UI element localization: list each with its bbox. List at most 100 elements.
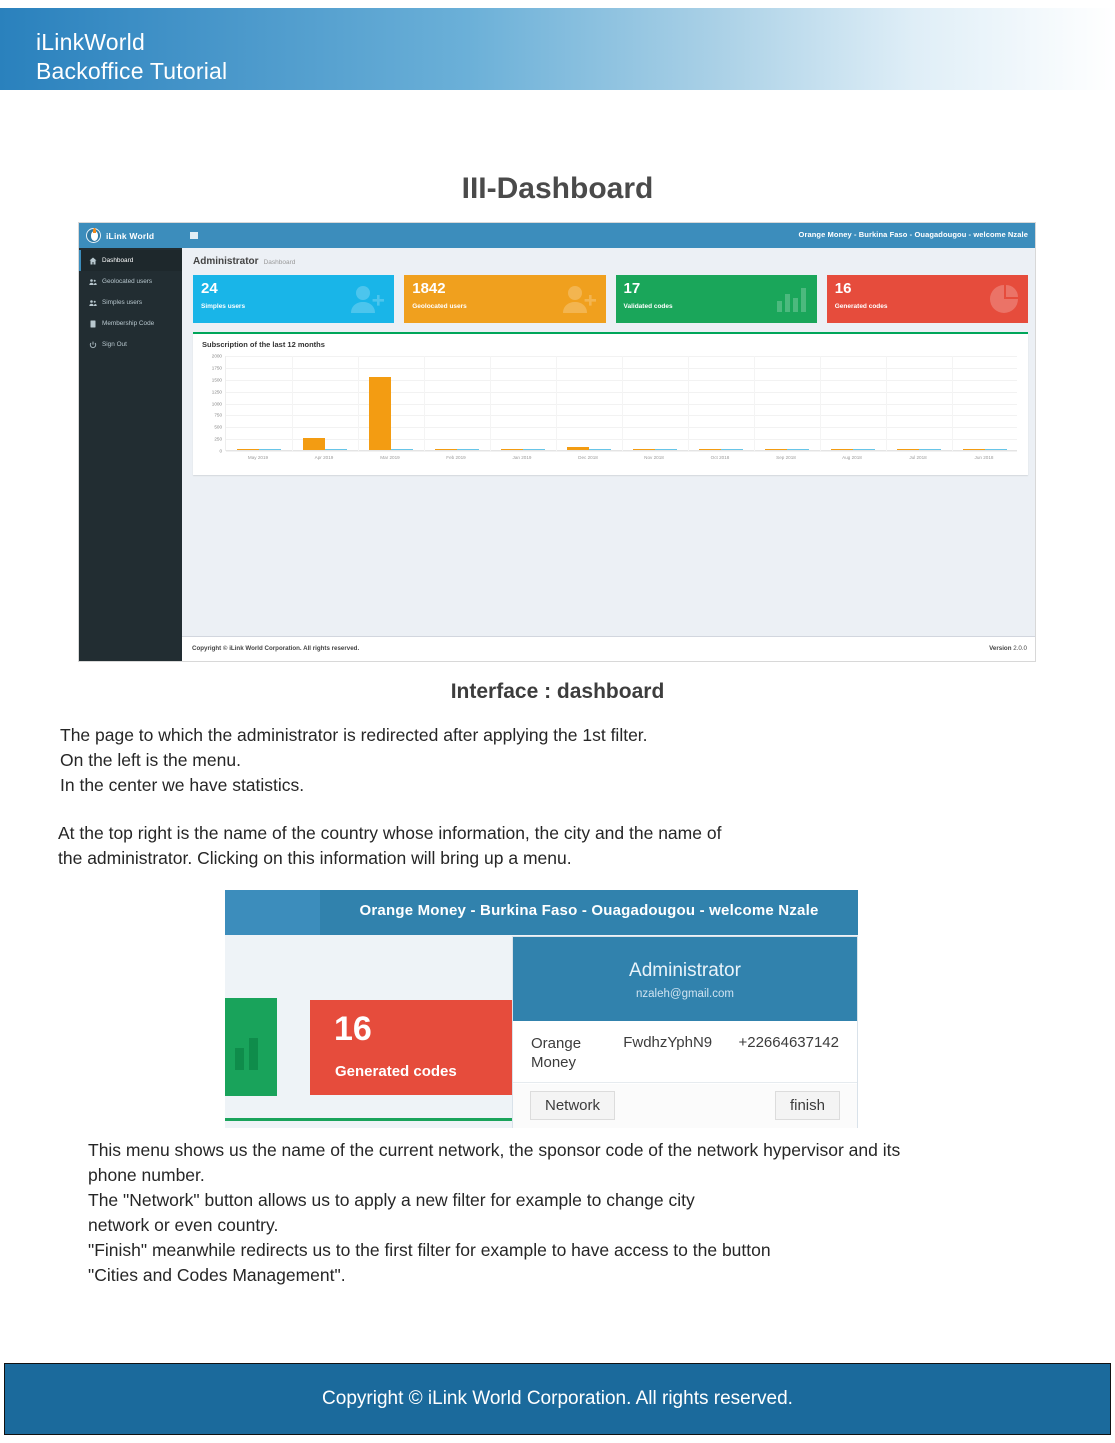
chart-bar [259, 449, 282, 451]
sidebar-item-membership-code[interactable]: Membership Code [79, 313, 182, 334]
chart-bar [962, 449, 985, 451]
stat-label: Validated codes [623, 303, 673, 310]
page-footer-text: Copyright © iLink World Corporation. All… [322, 1388, 793, 1409]
footer-copyright: Copyright © iLink World Corporation. All… [192, 645, 359, 652]
chart-vgridline [358, 356, 359, 451]
network-button[interactable]: Network [530, 1091, 616, 1120]
breadcrumb-sub: Dashboard [263, 259, 296, 266]
stat-card-validated-codes[interactable]: 17 Validated codes [615, 275, 817, 323]
popup-green-card [225, 998, 277, 1096]
chart-x-tick: Apr 2019 [314, 455, 334, 460]
globe-icon [86, 228, 101, 243]
chart-bar [434, 449, 457, 451]
chart-y-axis: 0 250 500 750 1000 1250 1500 1750 2000 [202, 353, 224, 454]
chart-gridline [226, 356, 1017, 357]
footer-version: Version 2.0.0 [989, 645, 1027, 652]
finish-button[interactable]: finish [774, 1091, 840, 1120]
chart-bar [589, 449, 612, 451]
breadcrumb-title: Administrator [193, 256, 259, 267]
sidebar-item-label: Sign Out [102, 341, 127, 348]
chart-vgridline [688, 356, 689, 451]
chart-x-tick: Feb 2019 [446, 455, 466, 460]
popup-header-user-info[interactable]: Orange Money - Burkina Faso - Ouagadougo… [359, 902, 819, 919]
hamburger-icon[interactable] [190, 232, 198, 239]
page-banner: iLinkWorld Backoffice Tutorial [0, 8, 1115, 90]
chart-y-tick: 1000 [211, 401, 222, 406]
stat-value: 1842 [412, 280, 446, 297]
chart-plot: 0 250 500 750 1000 1250 1500 1750 2000 May 2019 A… [202, 353, 1020, 468]
sidebar-item-simples-users[interactable]: Simples users [79, 292, 182, 313]
chart-bar [325, 449, 348, 451]
chart-bar [500, 449, 523, 451]
footer-copyright-text: Copyright © iLink World Corporation. All… [192, 645, 360, 652]
sidebar-item-label: Geolocated users [102, 278, 153, 285]
sidebar-menu: Dashboard Geolocated users Simples users [79, 250, 182, 355]
users-icon [89, 299, 97, 307]
chart-bar [457, 449, 480, 451]
stat-value: 16 [834, 280, 852, 297]
chart-y-tick: 2000 [211, 353, 222, 359]
chart-vgridline [886, 356, 887, 451]
chart-x-tick: Jun 2018 [974, 455, 994, 460]
chart-bar [985, 449, 1008, 451]
bar-chart-icon [235, 1038, 263, 1070]
chart-bar [896, 449, 919, 451]
user-email: nzaleh@gmail.com [636, 988, 734, 1000]
chart-x-tick: Oct 2018 [710, 455, 730, 460]
stat-card-generated-codes[interactable]: 16 Generated codes [826, 275, 1028, 323]
sidebar-item-geolocated-users[interactable]: Geolocated users [79, 271, 182, 292]
header-user-info[interactable]: Orange Money - Burkina Faso - Ouagadougo… [798, 230, 1028, 239]
card-icon [89, 320, 97, 328]
chart-x-tick: Nov 2018 [644, 455, 664, 460]
chart-bar [368, 376, 391, 451]
power-icon [89, 341, 97, 349]
user-dropdown-actions: Network finish [513, 1084, 857, 1128]
popup-navbar-left [225, 890, 320, 935]
chart-bar [632, 449, 655, 451]
footer-version-value: 2.0.0 [1013, 645, 1027, 652]
brand-logo[interactable]: iLink World [79, 223, 182, 248]
stat-card-simples-users[interactable]: 24 Simples users [193, 275, 395, 323]
user-plus-icon [562, 284, 596, 314]
figure-caption: Interface : dashboard [450, 680, 665, 703]
chart-bar [523, 449, 546, 451]
chart-x-tick: Jul 2018 [909, 455, 927, 460]
chart-y-tick: 500 [214, 424, 222, 430]
stat-value: 16 [334, 1010, 372, 1048]
chart-gridline [226, 403, 1017, 405]
chart-gridline [226, 415, 1017, 417]
chart-title: Subscription of the last 12 months [202, 340, 325, 349]
stat-value: 24 [201, 280, 218, 297]
home-icon [89, 257, 97, 265]
chart-x-tick: Jan 2019 [512, 455, 532, 460]
chart-x-tick: Aug 2018 [842, 455, 862, 460]
chart-vgridline [292, 356, 293, 451]
footer-version-label: Version [989, 645, 1012, 652]
sidebar-item-label: Simples users [102, 299, 143, 306]
sidebar-item-sign-out[interactable]: Sign Out [79, 334, 182, 355]
banner-title: iLinkWorld Backoffice Tutorial [36, 29, 228, 84]
paragraph-two: At the top right is the name of the coun… [58, 823, 722, 868]
chart-bar [721, 449, 744, 451]
chart-vgridline [490, 356, 491, 451]
chart-baseline [226, 450, 1017, 451]
chart-bar [391, 449, 414, 451]
chart-grid [225, 356, 1017, 452]
stat-value: 17 [623, 280, 641, 297]
chart-vgridline [622, 356, 623, 451]
bar-chart-icon [776, 286, 807, 312]
chart-bar [302, 437, 325, 451]
dashboard-content: Administrator Dashboard 24 Simples users… [182, 248, 1035, 638]
chart-y-tick: 1750 [211, 365, 222, 371]
chart-vgridline [556, 356, 557, 451]
top-navbar: Orange Money - Burkina Faso - Ouagadougo… [182, 223, 1035, 248]
sidebar-item-label: Dashboard [102, 257, 134, 264]
stat-card-geolocated-users[interactable]: 1842 Geolocated users [404, 275, 606, 323]
chart-gridline [226, 427, 1017, 429]
sidebar-item-dashboard[interactable]: Dashboard [79, 250, 182, 271]
user-menu-screenshot: Orange Money - Burkina Faso - Ouagadougo… [225, 890, 858, 1128]
user-dropdown-menu: Administrator nzaleh@gmail.com Orange Mo… [512, 936, 858, 1128]
chart-vgridline [820, 356, 821, 451]
stat-label: Geolocated users [412, 303, 467, 310]
user-dropdown-header: Administrator nzaleh@gmail.com [513, 937, 857, 1021]
